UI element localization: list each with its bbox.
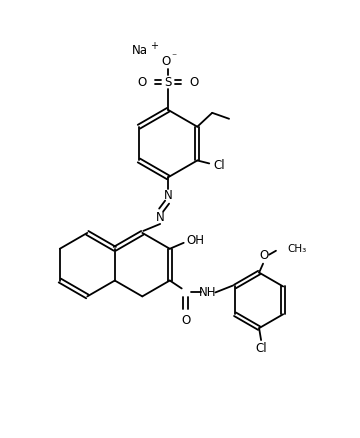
Text: N: N bbox=[156, 211, 165, 223]
Text: CH₃: CH₃ bbox=[288, 244, 307, 254]
Text: N: N bbox=[164, 189, 172, 201]
Text: +: + bbox=[150, 41, 158, 51]
Text: Cl: Cl bbox=[255, 343, 267, 356]
Text: O: O bbox=[189, 76, 198, 88]
Text: S: S bbox=[165, 76, 172, 88]
Text: Cl: Cl bbox=[213, 159, 225, 172]
Text: Na: Na bbox=[132, 44, 148, 57]
Text: NH: NH bbox=[199, 286, 216, 299]
Text: O: O bbox=[181, 314, 190, 327]
Text: ⁻: ⁻ bbox=[171, 52, 177, 62]
Text: O: O bbox=[260, 249, 269, 262]
Text: O: O bbox=[138, 76, 147, 88]
Text: OH: OH bbox=[186, 234, 204, 247]
Text: O: O bbox=[162, 55, 171, 68]
